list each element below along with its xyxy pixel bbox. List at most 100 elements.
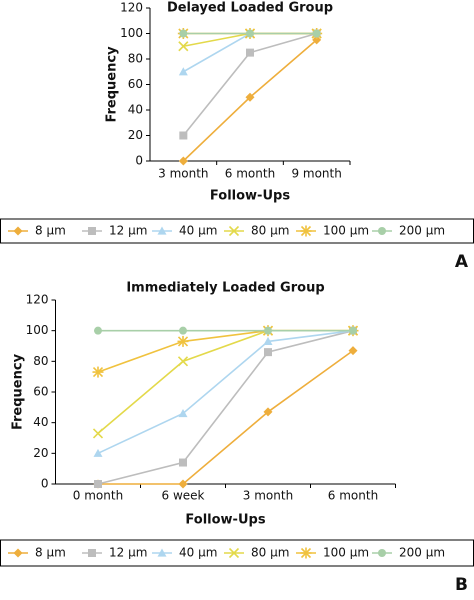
- marker-shape: [94, 326, 102, 335]
- marker-shape: [264, 326, 272, 335]
- data-point: [178, 408, 188, 418]
- x-tick-label: 3 month: [158, 167, 208, 181]
- marker-stroke: [228, 225, 240, 237]
- data-point: [246, 48, 254, 57]
- marker-shape: [178, 479, 188, 489]
- data-point: [179, 29, 188, 38]
- marker-shape: [263, 407, 273, 417]
- y-tick-label: 100: [120, 26, 143, 40]
- legend-marker: [13, 226, 23, 236]
- chart-title: Delayed Loaded Group: [167, 1, 333, 16]
- data-point: [177, 335, 189, 347]
- marker-shape: [178, 408, 188, 418]
- legend-marker: [228, 547, 240, 559]
- data-point: [94, 326, 102, 335]
- legend-marker: [157, 226, 167, 235]
- marker-shape: [349, 326, 357, 335]
- y-tick-label: 40: [128, 103, 143, 117]
- chart-title: Immediately Loaded Group: [126, 281, 324, 296]
- marker-shape: [88, 549, 96, 557]
- data-point: [93, 448, 103, 457]
- data-point: [264, 326, 272, 335]
- data-point: [178, 67, 188, 76]
- legend-label: 40 μm: [179, 546, 217, 560]
- y-tick-label: 80: [128, 52, 143, 66]
- marker-shape: [312, 35, 322, 45]
- legend-label: 8 μm: [35, 224, 66, 238]
- x-tick-label: 0 month: [73, 489, 123, 503]
- marker-shape: [378, 227, 386, 235]
- marker-shape: [13, 548, 23, 558]
- legend-label: 12 μm: [109, 546, 147, 560]
- marker-shape: [263, 336, 273, 345]
- legend-label: 200 μm: [399, 546, 445, 560]
- x-axis-title: Follow-Ups: [210, 189, 290, 204]
- marker-shape: [93, 448, 103, 457]
- data-point: [312, 35, 322, 45]
- legend-marker: [157, 548, 167, 557]
- series-line: [97, 329, 354, 455]
- legend-marker: [300, 547, 312, 559]
- marker-shape: [179, 131, 188, 140]
- legend-marker: [13, 548, 23, 558]
- data-point: [179, 458, 187, 467]
- data-point: [178, 156, 188, 166]
- y-axis-title: Frequency: [105, 46, 120, 123]
- data-point: [245, 92, 255, 102]
- y-tick-label: 20: [128, 128, 143, 142]
- data-point: [264, 348, 272, 357]
- legend-marker: [88, 227, 96, 235]
- legend-marker: [300, 225, 312, 237]
- series-line: [97, 329, 354, 485]
- marker-shape: [245, 92, 255, 102]
- marker-shape: [88, 227, 96, 235]
- marker-shape: [179, 29, 188, 38]
- series-line: [98, 349, 354, 485]
- data-point: [94, 480, 102, 488]
- y-tick-label: 0: [41, 477, 49, 491]
- data-point: [92, 366, 104, 378]
- legend-label: 100 μm: [323, 224, 369, 238]
- data-point: [179, 326, 187, 335]
- x-tick-label: 6 week: [162, 489, 205, 503]
- data-point: [312, 29, 321, 38]
- panel-label: A: [455, 252, 469, 272]
- data-point: [179, 131, 188, 140]
- data-point: [178, 41, 189, 52]
- y-tick-label: 80: [33, 354, 48, 368]
- data-point: [349, 326, 357, 335]
- marker-stroke: [228, 547, 240, 559]
- marker-shape: [246, 48, 254, 57]
- y-tick-label: 40: [33, 415, 48, 429]
- marker-shape: [94, 480, 102, 488]
- data-point: [92, 428, 104, 439]
- marker-shape: [157, 226, 167, 235]
- y-axis-title: Frequency: [11, 353, 26, 430]
- marker-stroke: [178, 41, 189, 52]
- legend-label: 8 μm: [35, 546, 66, 560]
- y-tick-label: 20: [33, 446, 48, 460]
- y-tick-label: 0: [135, 154, 143, 168]
- y-tick-label: 60: [33, 385, 48, 399]
- marker-shape: [179, 458, 187, 467]
- marker-shape: [312, 29, 321, 38]
- data-point: [178, 479, 188, 489]
- marker-shape: [264, 348, 272, 357]
- marker-stroke: [177, 356, 189, 367]
- x-tick-label: 9 month: [291, 167, 341, 181]
- y-tick-label: 120: [26, 293, 49, 307]
- data-point: [263, 407, 273, 417]
- legend-label: 200 μm: [399, 224, 445, 238]
- x-tick-label: 6 month: [225, 167, 275, 181]
- data-point: [177, 356, 189, 367]
- marker-stroke: [92, 428, 104, 439]
- marker-shape: [178, 156, 188, 166]
- data-point: [348, 346, 358, 356]
- x-tick-label: 6 month: [328, 489, 378, 503]
- marker-shape: [348, 346, 358, 356]
- series-line: [97, 329, 353, 435]
- y-tick-label: 60: [128, 77, 143, 91]
- marker-shape: [378, 549, 386, 557]
- legend-label: 100 μm: [323, 546, 369, 560]
